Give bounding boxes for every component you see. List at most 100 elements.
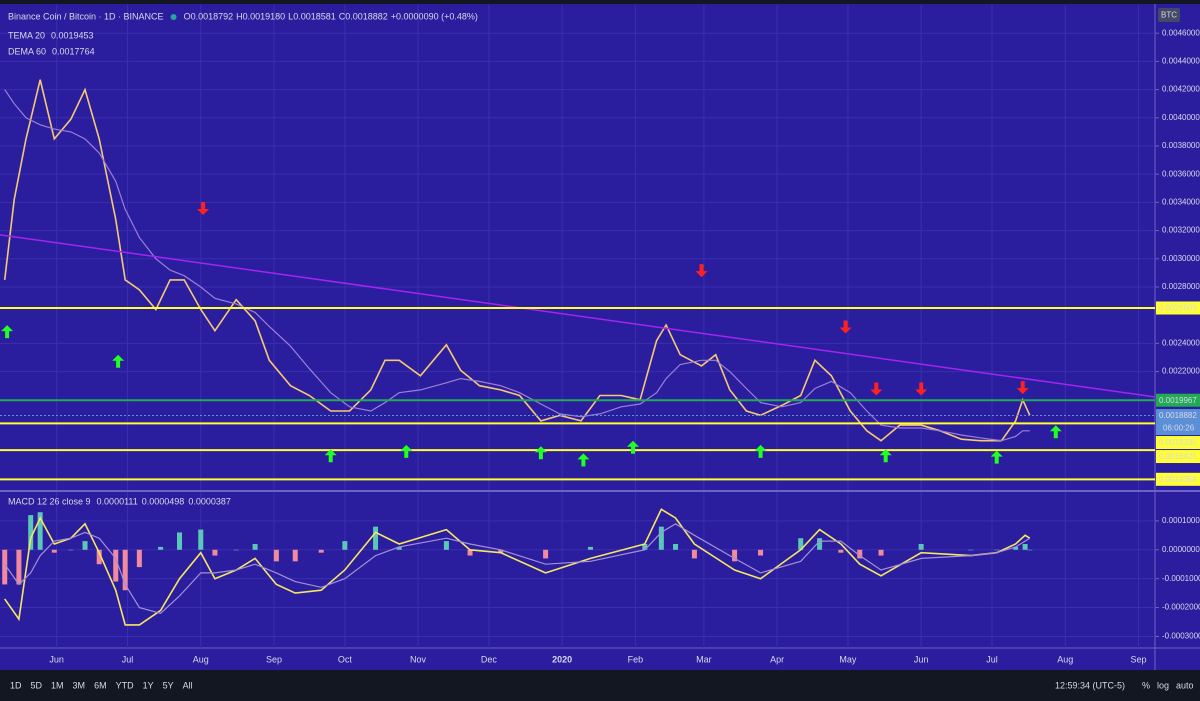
- histogram-bar: [51, 549, 57, 553]
- range-button[interactable]: 1M: [51, 680, 64, 690]
- y-tick-label: 0.0040000: [1162, 113, 1200, 122]
- sell-signal: [1016, 381, 1029, 395]
- x-tick-label: Jul: [122, 654, 134, 664]
- buy-signal: [400, 444, 413, 458]
- histogram-bar: [798, 538, 804, 550]
- indicator-value: 0.0019453: [51, 30, 94, 40]
- x-tick-label: Jun: [914, 654, 929, 664]
- x-tick-label: Jul: [986, 654, 998, 664]
- buy-signal: [879, 449, 892, 463]
- x-tick-label: Sep: [1130, 654, 1146, 664]
- ohlc-key: O: [184, 11, 191, 21]
- axis-option[interactable]: auto: [1176, 680, 1194, 690]
- x-tick-label: Jun: [49, 654, 64, 664]
- x-tick-label: Dec: [481, 654, 498, 664]
- ohlc-key: L: [288, 11, 293, 21]
- histogram-bar: [396, 546, 402, 550]
- range-button[interactable]: 1Y: [143, 680, 154, 690]
- range-button[interactable]: 1D: [10, 680, 22, 690]
- histogram-bar: [68, 549, 74, 551]
- y-tick-label: 0.0000000: [1162, 545, 1200, 554]
- histogram-bar: [158, 546, 164, 550]
- sell-signal: [197, 202, 210, 215]
- currency: BTC: [1161, 11, 1177, 20]
- buy-signal: [627, 440, 639, 454]
- sell-signal: [915, 382, 928, 396]
- price-tag: [1156, 301, 1200, 315]
- series-line: [4, 508, 1031, 626]
- range-button[interactable]: All: [183, 680, 193, 690]
- grid: 0.0046000 0.0044000 0.0042000 0.0040000 0.00…: [0, 5, 1200, 648]
- macd-value: 0.0000387: [188, 496, 231, 506]
- histogram-bar: [198, 529, 204, 550]
- histogram-bar: [878, 549, 884, 556]
- y-tick-label: 0.0044000: [1162, 57, 1200, 66]
- histogram-bar: [1013, 546, 1019, 550]
- axis-option[interactable]: %: [1142, 680, 1150, 690]
- y-tick-label: 0.0028000: [1162, 282, 1200, 291]
- change: +0.0000090 (+0.48%): [391, 11, 478, 21]
- axis-option[interactable]: log: [1157, 680, 1169, 690]
- histogram-bar: [1022, 544, 1028, 550]
- range-button[interactable]: 5Y: [163, 680, 174, 690]
- currency-badge[interactable]: [1158, 8, 1180, 22]
- buy-signal: [754, 444, 767, 458]
- y-tick-label: -0.0001000: [1162, 574, 1200, 583]
- histogram-bar: [292, 549, 298, 562]
- ohlc-value: 0.0018882: [345, 11, 388, 21]
- histogram-bar: [318, 549, 324, 553]
- price-tag: [1156, 450, 1200, 464]
- buy-signal: [324, 449, 337, 463]
- series-line: [3, 79, 1031, 442]
- histogram-bar: [37, 512, 43, 550]
- sell-signal: [695, 264, 708, 278]
- price-tag-label: 0.0018882: [1159, 411, 1197, 420]
- x-tick-label: Aug: [193, 654, 209, 664]
- range-button[interactable]: 5D: [31, 680, 43, 690]
- price-tag: [1156, 472, 1200, 486]
- x-tick-label: Sep: [266, 654, 282, 664]
- buy-signal: [577, 453, 590, 467]
- price-tag-label: 0.0016425: [1159, 452, 1197, 461]
- plot: [0, 79, 1156, 626]
- macd-value: 0.0000498: [142, 496, 185, 506]
- histogram-bar: [2, 549, 8, 585]
- histogram-bar: [658, 526, 664, 550]
- histogram-bar: [732, 549, 738, 562]
- price-tag-label: 0.0019967: [1159, 396, 1197, 405]
- indicator-name: TEMA 20: [8, 30, 45, 40]
- histogram-bar: [968, 549, 974, 551]
- range-button[interactable]: YTD: [116, 680, 135, 690]
- y-tick-label: 0.0046000: [1162, 28, 1200, 37]
- overlay: O 0.0018792 H 0.0019180 L 0.0018581 C 0.0018882…: [1, 11, 1200, 690]
- y-tick-label: 0.0042000: [1162, 85, 1200, 94]
- histogram-bar: [96, 549, 102, 565]
- y-tick-label: 0.0036000: [1162, 169, 1200, 178]
- histogram-bar: [642, 544, 648, 550]
- sell-signal: [839, 320, 852, 334]
- indicator-value: 0.0017764: [52, 46, 95, 56]
- y-tick-label: 0.0024000: [1162, 338, 1200, 347]
- price-tag-label: 0.0026509: [1159, 304, 1197, 313]
- range-button[interactable]: 6M: [94, 680, 107, 690]
- range-button[interactable]: 3M: [73, 680, 86, 690]
- y-tick-label: 0.0030000: [1162, 254, 1200, 263]
- histogram-bar: [177, 532, 183, 550]
- ohlc-key: H: [236, 11, 243, 21]
- histogram-bar: [82, 541, 88, 550]
- x-tick-label: Mar: [696, 654, 712, 664]
- y-tick-label: 0.0022000: [1162, 367, 1200, 376]
- histogram-bar: [16, 549, 22, 585]
- buy-signal: [1, 325, 14, 339]
- histogram-bar: [136, 549, 142, 568]
- histogram-bar: [838, 549, 844, 553]
- trendline: [0, 234, 1156, 398]
- histogram-bar: [273, 549, 279, 562]
- price-tag-label: 0.0014358: [1159, 475, 1197, 484]
- histogram-bar: [212, 549, 218, 556]
- histogram-bar: [122, 549, 128, 591]
- bottom-toolbar: [0, 670, 1200, 701]
- x-tick-label: Aug: [1057, 654, 1073, 664]
